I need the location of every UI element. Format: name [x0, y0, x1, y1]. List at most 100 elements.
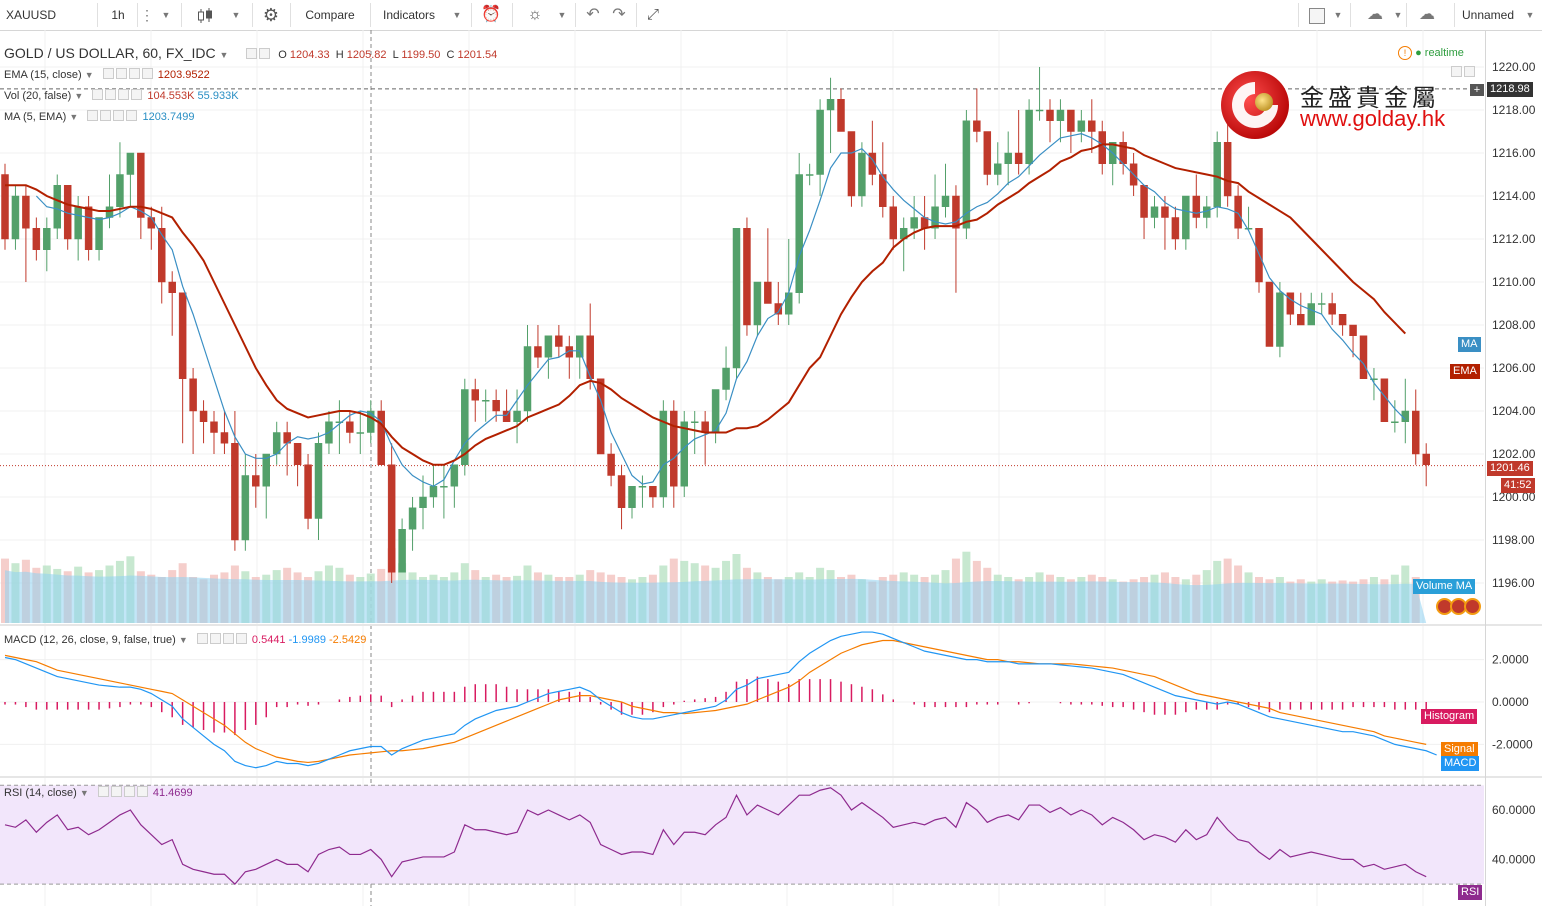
main-title[interactable]: GOLD / US DOLLAR, 60, FX_IDC [4, 45, 216, 61]
currency-flags-icon[interactable] [1436, 598, 1482, 618]
rsi-legend-dropdown-icon[interactable]: ▼ [79, 788, 89, 798]
interval-button[interactable]: 1h [111, 8, 125, 22]
ohlc-l-label: L [392, 49, 399, 61]
redo-icon[interactable]: ↷ [612, 6, 626, 23]
close-icon[interactable] [126, 110, 138, 121]
chart-canvas[interactable]: 1220.00 1218.00 1216.00 1214.00 1212.00 1210.… [0, 30, 1542, 906]
toolbar-divider [512, 3, 513, 27]
indicators-dropdown-icon[interactable]: ▼ [452, 10, 462, 20]
cloud-load-icon[interactable]: ☁ [1367, 6, 1383, 23]
cloud-load-dropdown-icon[interactable]: ▼ [1393, 10, 1403, 20]
macd-legend-label[interactable]: MACD (12, 26, close, 9, false, true) [4, 634, 176, 646]
title-dropdown-icon[interactable]: ▼ [219, 50, 229, 60]
candle-body [116, 174, 124, 207]
eye-icon[interactable] [196, 633, 208, 644]
settings-gear-icon[interactable]: ⚙ [262, 5, 280, 25]
layout-name-dropdown-icon[interactable]: ▼ [1525, 10, 1535, 20]
layout-dropdown-icon[interactable]: ▼ [1333, 10, 1343, 20]
ma-legend-dropdown-icon[interactable]: ▼ [69, 112, 79, 122]
candle-body [1192, 195, 1201, 218]
ohlc-h-label: H [335, 49, 344, 61]
toolbar-divider [137, 3, 138, 27]
rsi-legend-label[interactable]: RSI (14, close) [4, 787, 77, 799]
watermark-chinese: 金盛貴金屬 [1300, 84, 1440, 112]
vol-legend-dropdown-icon[interactable]: ▼ [74, 91, 84, 101]
candle-body [973, 120, 981, 132]
candle-body [367, 410, 375, 433]
ideas-lightbulb-icon[interactable]: ☼ [527, 6, 543, 23]
close-icon[interactable] [141, 68, 153, 79]
candle-body [1359, 335, 1368, 379]
grid-lines [0, 30, 1484, 906]
candle-body [1286, 292, 1295, 315]
candle-body [753, 281, 762, 326]
indicators-button[interactable]: Indicators [382, 8, 436, 22]
candle-body [1077, 120, 1086, 132]
realtime-indicator[interactable]: ! ● realtime [1398, 46, 1464, 60]
auto-scale-icon[interactable] [1451, 66, 1462, 77]
chart-type-candles-icon[interactable] [190, 1, 220, 29]
add-icon[interactable] [113, 110, 125, 121]
interval-dropdown-icon[interactable]: ▼ [161, 10, 171, 20]
interval-menu-icon[interactable]: ⋮ [140, 7, 154, 23]
alert-clock-icon[interactable]: ⏰ [481, 6, 501, 23]
ema-line [5, 143, 1407, 466]
layout-name-button[interactable]: Unnamed [1461, 8, 1515, 22]
settings-icon[interactable] [100, 110, 112, 121]
volume-ma-area [5, 570, 1427, 623]
undo-icon[interactable]: ↶ [586, 6, 600, 23]
macd-legend-dropdown-icon[interactable]: ▼ [178, 635, 188, 645]
candle-body [659, 410, 668, 498]
candle-body [1035, 109, 1044, 112]
pane-divider-rsi[interactable] [0, 776, 1542, 778]
eye-icon[interactable] [87, 110, 99, 121]
close-icon[interactable] [136, 786, 148, 797]
candle-body [1276, 292, 1284, 347]
add-icon[interactable] [123, 786, 135, 797]
settings-icon[interactable] [259, 48, 271, 59]
candle-body [764, 281, 772, 304]
ideas-dropdown-icon[interactable]: ▼ [557, 10, 567, 20]
candle-body [1307, 303, 1315, 326]
fullscreen-icon[interactable]: ⤢ [646, 6, 659, 23]
candle-body [262, 453, 270, 487]
candle-body [1, 174, 9, 240]
close-icon[interactable] [235, 633, 247, 644]
settings-icon[interactable] [209, 633, 221, 644]
settings-icon[interactable] [110, 786, 122, 797]
vol-legend-label[interactable]: Vol (20, false) [4, 90, 72, 102]
candle-body [168, 281, 176, 293]
settings-icon[interactable] [115, 68, 127, 79]
layout-square-icon[interactable] [1305, 1, 1329, 29]
high-price-tag: 1218.98 [1487, 82, 1533, 97]
candle-body [785, 292, 793, 315]
candle-body [952, 195, 960, 229]
add-icon[interactable] [222, 633, 234, 644]
eye-icon[interactable] [102, 68, 114, 79]
eye-icon[interactable] [246, 48, 258, 59]
candle-body [43, 228, 51, 250]
price-tick-label: 1208.00 [1492, 318, 1536, 332]
cloud-save-icon[interactable]: ☁ [1419, 6, 1435, 23]
settings-icon[interactable] [105, 89, 117, 100]
macd-tick-label: 0.0000 [1492, 695, 1529, 709]
log-scale-icon[interactable] [1464, 66, 1475, 77]
chart-type-dropdown-icon[interactable]: ▼ [231, 10, 241, 20]
ema-legend-label[interactable]: EMA (15, close) [4, 69, 82, 81]
candle-body [732, 228, 741, 369]
scale-toggle-buttons[interactable] [1451, 63, 1477, 81]
eye-icon[interactable] [97, 786, 109, 797]
ema-legend-dropdown-icon[interactable]: ▼ [84, 70, 94, 80]
eye-icon[interactable] [92, 89, 104, 100]
add-icon[interactable] [118, 89, 130, 100]
candle-body [628, 486, 636, 508]
symbol-search-button[interactable]: XAUUSD [6, 8, 57, 22]
add-icon[interactable] [128, 68, 140, 79]
candle-body [826, 99, 835, 111]
pane-divider-macd[interactable] [0, 624, 1542, 626]
add-horizontal-line-icon[interactable]: + [1470, 84, 1484, 96]
close-icon[interactable] [131, 89, 143, 100]
compare-button[interactable]: Compare [305, 8, 355, 22]
toolbar-divider [181, 3, 182, 27]
ma-legend-label[interactable]: MA (5, EMA) [4, 111, 67, 123]
